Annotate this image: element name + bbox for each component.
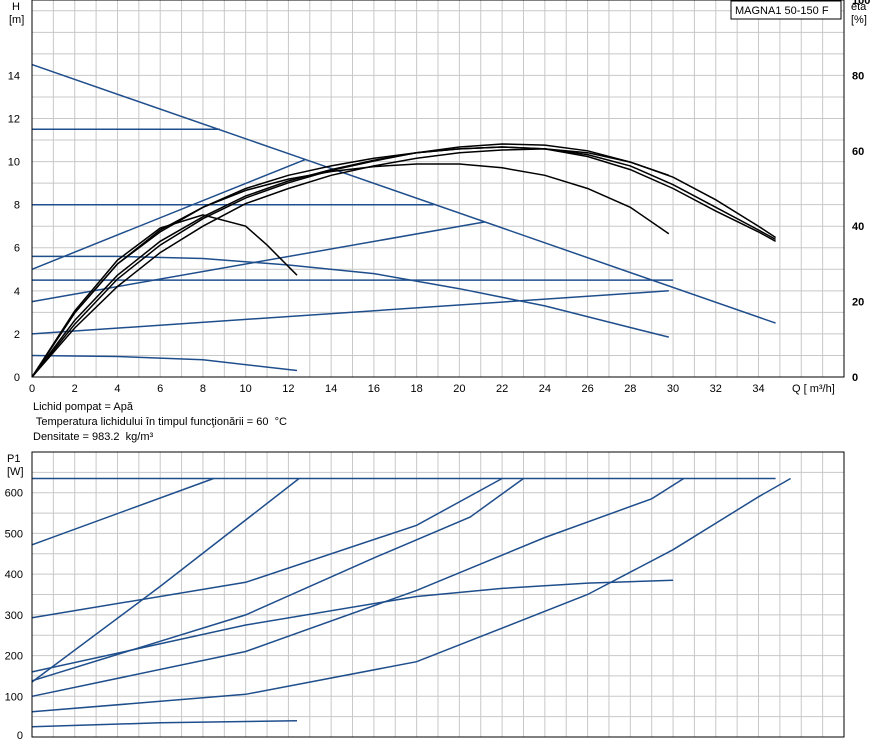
eta-axis-title-unit: [%] bbox=[851, 14, 867, 26]
power-curve-6 bbox=[31, 477, 685, 698]
flow-tick-label: 14 bbox=[325, 383, 337, 395]
head-curve-9 bbox=[31, 354, 298, 372]
head-axis-title-symbol: H bbox=[12, 1, 20, 13]
fluid-note: Lichid pompat = Apă bbox=[33, 401, 133, 413]
power-tick-label: 200 bbox=[5, 651, 23, 663]
power-tick-label: 300 bbox=[5, 610, 23, 622]
model-label-box bbox=[730, 0, 842, 20]
flow-tick-label: 18 bbox=[411, 383, 423, 395]
flow-tick-label: 10 bbox=[240, 383, 252, 395]
model-label: MAGNA1 50-150 F bbox=[735, 5, 829, 17]
head-curve-6 bbox=[31, 290, 669, 335]
flow-tick-label: 16 bbox=[368, 383, 380, 395]
power-curve-2 bbox=[31, 477, 214, 546]
flow-axis-title: Q [ m³/h] bbox=[792, 383, 835, 395]
power-tick-label: 400 bbox=[5, 569, 23, 581]
eta-axis-title-symbol: eta bbox=[851, 1, 867, 13]
flow-tick-label: 24 bbox=[539, 383, 551, 395]
flow-tick-label: 0 bbox=[29, 383, 35, 395]
power-tick-label: 100 bbox=[5, 691, 23, 703]
head-tick-label: 12 bbox=[8, 113, 20, 125]
head-tick-label: 0 bbox=[14, 372, 20, 384]
head-chart-plot bbox=[31, 63, 777, 378]
head-axis-title-unit: [m] bbox=[9, 14, 24, 26]
flow-tick-label: 4 bbox=[114, 383, 120, 395]
power-chart-frame bbox=[31, 451, 845, 738]
flow-tick-label: 32 bbox=[710, 383, 722, 395]
power-tick-label: 500 bbox=[5, 528, 23, 540]
power-curve-9 bbox=[31, 719, 298, 728]
eta-tick-label: 100 bbox=[852, 0, 870, 7]
flow-tick-label: 8 bbox=[200, 383, 206, 395]
efficiency-curve-6 bbox=[31, 143, 670, 378]
efficiency-curve-2 bbox=[31, 146, 776, 378]
head-tick-label: 4 bbox=[14, 286, 20, 298]
flow-tick-label: 26 bbox=[581, 383, 593, 395]
head-curve-4 bbox=[31, 158, 306, 270]
head-curve-5 bbox=[31, 221, 486, 303]
power-chart-plot bbox=[31, 477, 791, 728]
efficiency-curve-1 bbox=[31, 148, 777, 378]
density-note: Densitate = 983.2 kg/m³ bbox=[33, 431, 154, 443]
power-axis-title-unit: [W] bbox=[7, 466, 24, 478]
power-curve-7 bbox=[31, 477, 791, 713]
power-axis-title-symbol: P1 bbox=[7, 453, 20, 465]
power-tick-label: 0 bbox=[17, 730, 23, 742]
power-curve-5 bbox=[31, 477, 524, 682]
head-chart-grid bbox=[32, 0, 845, 377]
head-tick-label: 2 bbox=[14, 329, 20, 341]
eta-tick-label: 60 bbox=[852, 146, 864, 158]
eta-tick-label: 40 bbox=[852, 221, 864, 233]
head-tick-label: 10 bbox=[8, 157, 20, 169]
power-curve-8 bbox=[31, 579, 674, 673]
head-chart-frame bbox=[31, 0, 845, 378]
head-curve-1 bbox=[31, 63, 776, 324]
eta-tick-label: 20 bbox=[852, 297, 864, 309]
power-chart-ticks: 0 100 200 300 400 500 600 bbox=[5, 488, 23, 742]
head-chart-ticks: 0 2 4 6 8 10 12 14 16 18 20 22 24 26 28 30 32 34024681012… bbox=[8, 0, 871, 395]
flow-tick-label: 34 bbox=[752, 383, 764, 395]
head-tick-label: 14 bbox=[8, 70, 20, 82]
flow-tick-label: 6 bbox=[157, 383, 163, 395]
temperature-note: Temperatura lichidului în timpul funcţio… bbox=[33, 416, 287, 428]
power-curve-3 bbox=[31, 477, 503, 619]
flow-tick-label: 28 bbox=[624, 383, 636, 395]
head-tick-label: 6 bbox=[14, 243, 20, 255]
flow-tick-label: 12 bbox=[282, 383, 294, 395]
flow-tick-label: 22 bbox=[496, 383, 508, 395]
flow-tick-label: 20 bbox=[453, 383, 465, 395]
power-curve-4 bbox=[31, 477, 300, 683]
eta-tick-label: 80 bbox=[852, 70, 864, 82]
flow-tick-label: 30 bbox=[667, 383, 679, 395]
efficiency-curve-5 bbox=[31, 214, 298, 378]
head-tick-label: 8 bbox=[14, 200, 20, 212]
efficiency-curve-4 bbox=[31, 163, 670, 378]
power-tick-label: 600 bbox=[5, 488, 23, 500]
eta-tick-label: 0 bbox=[852, 372, 858, 384]
flow-tick-label: 2 bbox=[72, 383, 78, 395]
